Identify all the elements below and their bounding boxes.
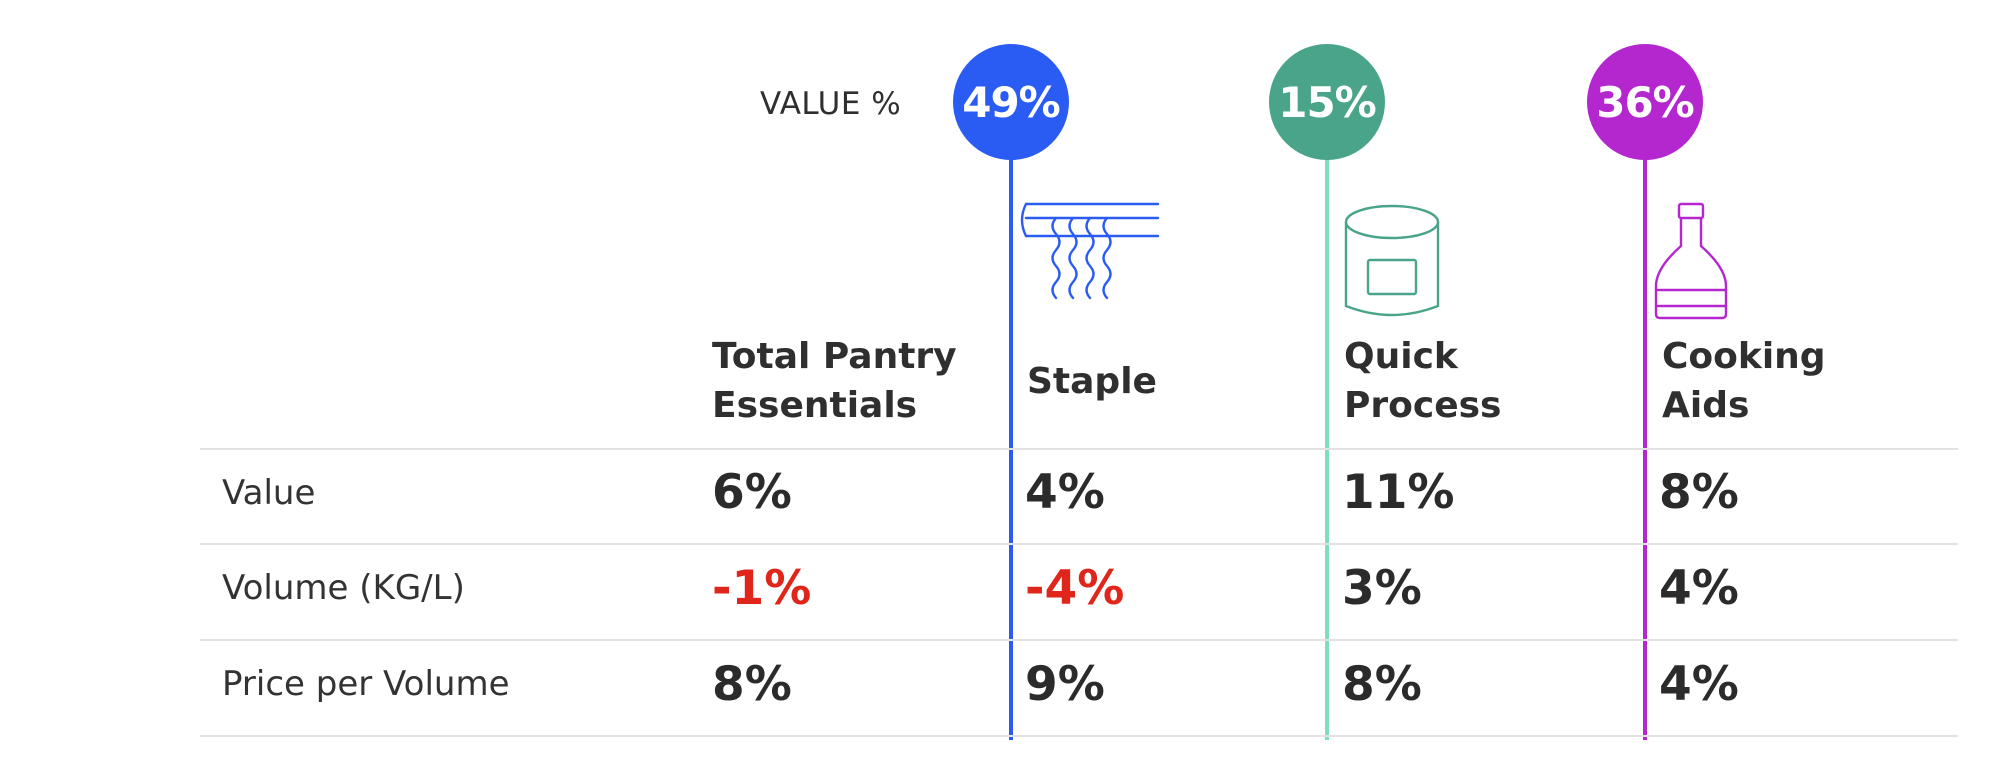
column-header-line: Staple [1027,361,1157,402]
column-header-line: Aids [1662,385,1750,426]
cooking-aids-column-line [1643,150,1647,740]
cell-volume-total: -1% [712,561,812,616]
cell-value-total: 6% [712,465,792,520]
cell-volume-cooking-aids: 4% [1659,561,1739,616]
cell-volume-staple: -4% [1025,561,1125,616]
cell-volume-quick-process: 3% [1342,561,1422,616]
staple-share-bubble: 49% [953,44,1069,160]
quick-process-share-bubble: 15% [1269,44,1385,160]
value-share-label: VALUE % [760,86,902,122]
column-header-line: Total Pantry [712,336,957,377]
cell-price-staple: 9% [1025,657,1105,712]
column-header-staple: Staple [1027,357,1157,406]
table-rule [200,639,1958,641]
cell-price-cooking-aids: 4% [1659,657,1739,712]
row-label-volume: Volume (KG/L) [222,568,465,608]
column-header-quick-process: Quick Process [1344,332,1501,430]
row-label-price-per-volume: Price per Volume [222,664,510,704]
cell-value-quick-process: 11% [1342,465,1455,520]
bottle-icon [1654,202,1728,320]
column-header-line: Cooking [1662,336,1826,377]
column-header-line: Process [1344,385,1502,426]
cooking-aids-share-bubble: 36% [1587,44,1703,160]
table-rule [200,735,1958,737]
column-header-cooking-aids: Cooking Aids [1662,332,1826,430]
column-header-line: Quick [1344,336,1458,377]
column-header-total-pantry-essentials: Total Pantry Essentials [712,332,957,430]
cell-value-cooking-aids: 8% [1659,465,1739,520]
row-label-value: Value [222,473,316,513]
can-icon [1344,204,1440,317]
cell-price-quick-process: 8% [1342,657,1422,712]
column-header-line: Essentials [712,385,918,426]
table-rule [200,543,1958,545]
staple-column-line [1009,150,1013,740]
cell-value-staple: 4% [1025,465,1105,520]
cell-price-total: 8% [712,657,792,712]
quick-process-column-line [1325,150,1329,740]
table-rule [200,448,1958,450]
noodles-icon [1020,202,1160,300]
